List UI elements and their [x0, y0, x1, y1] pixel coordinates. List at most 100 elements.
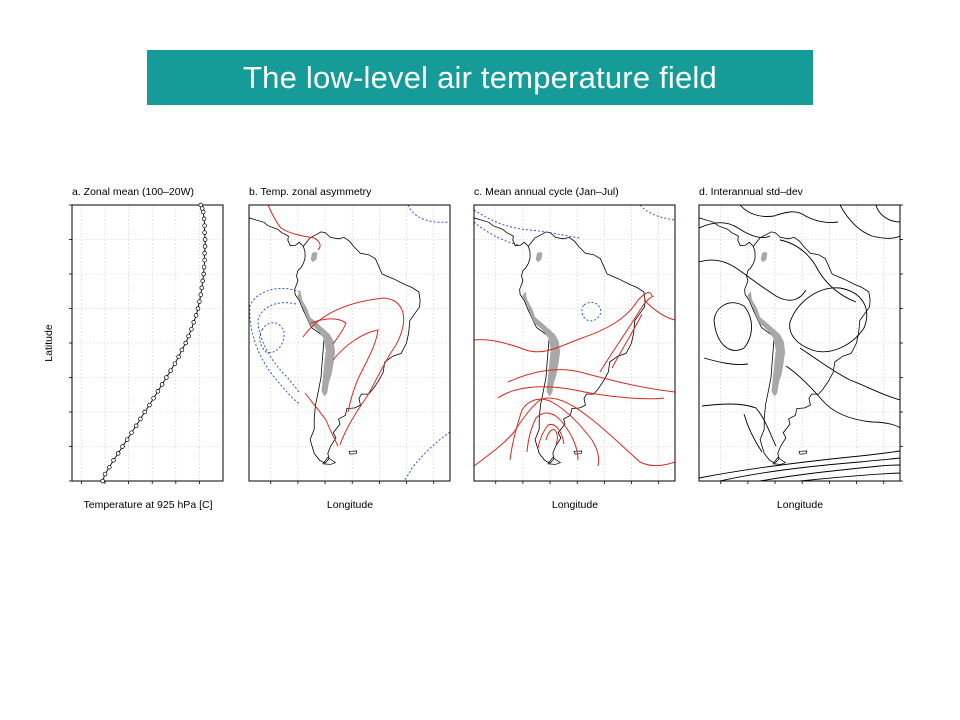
- panel-a-ylabel: Latitude: [43, 324, 55, 362]
- panel-d-andes: [747, 291, 786, 397]
- panel-d-title: d. Interannual std–dev: [699, 186, 804, 198]
- panel-a-point: [202, 237, 208, 242]
- panel-d-contour-h: [703, 357, 749, 365]
- panel-a-point: [159, 382, 165, 387]
- panel-a-grid: [72, 204, 223, 482]
- panel-b-contour-4: [310, 318, 347, 345]
- panel-a-point: [199, 285, 205, 291]
- panel-d-contour-f: [779, 239, 857, 303]
- panel-a-point: [107, 464, 112, 470]
- panel-d-contour-s2: [719, 457, 900, 481]
- panel-b-central-america: [249, 217, 304, 247]
- panel-b-grid: [249, 204, 450, 482]
- panel-b-coastline: [294, 231, 421, 464]
- panel-a-point: [201, 264, 207, 270]
- panel-c-title: c. Mean annual cycle (Jan–Jul): [474, 186, 619, 198]
- panel-c-contour-neg-ne: [639, 205, 675, 221]
- panel-d-contour-s3: [759, 464, 900, 481]
- panel-c-central-america: [474, 217, 529, 247]
- panel-a-point: [202, 257, 207, 263]
- slide-title: The low-level air temperature field: [243, 59, 717, 95]
- panel-c-coastline: [519, 231, 646, 464]
- panel-a-point: [129, 430, 134, 435]
- panel-d-map: [699, 217, 871, 465]
- panel-a-point: [202, 251, 207, 256]
- panel-a-point: [124, 437, 130, 442]
- panel-a-zonal-mean: Temperature at 925 hPa [C] Latitude: [43, 202, 224, 511]
- panel-c-contour-4c: [509, 398, 600, 467]
- panel-d-contour-d: [875, 205, 900, 223]
- panel-c-northern-andes: [535, 251, 543, 263]
- panel-a-point: [120, 444, 125, 449]
- panel-b-contour-2: [302, 297, 405, 446]
- panel-a-point: [142, 409, 147, 415]
- slide-title-bar: The low-level air temperature field: [147, 50, 813, 105]
- panel-a-point: [168, 368, 173, 373]
- panel-c-annual-cycle: Longitude: [473, 204, 676, 511]
- panel-d-central-america: [699, 217, 754, 247]
- panel-a-point: [164, 375, 169, 380]
- panel-a-point: [147, 402, 152, 408]
- panel-b-contour-neg-se: [403, 431, 450, 481]
- panel-a-point: [111, 458, 116, 463]
- panel-d-interannual-std: Longitude: [698, 204, 903, 511]
- panel-a-point: [200, 278, 205, 284]
- panel-a-point: [172, 361, 178, 366]
- panel-c-contour-8c: [537, 423, 565, 449]
- panel-b-contour-neg6: [259, 322, 285, 354]
- panel-a-point: [183, 340, 188, 346]
- panel-c-contours: [474, 205, 675, 467]
- panel-a-point: [198, 292, 204, 297]
- panel-a-point: [193, 313, 199, 318]
- panel-a-point: [100, 478, 105, 484]
- panel-d-contour-g: [713, 302, 752, 351]
- panel-a-point: [179, 347, 185, 353]
- panel-c-contour-10c: [545, 429, 558, 445]
- panel-c-contour-2b: [507, 369, 675, 393]
- panel-c-contour-4a: [599, 295, 655, 373]
- panel-c-contour-neg-n2: [474, 221, 519, 246]
- panel-d-contour-e: [699, 259, 807, 301]
- panel-c-contour-4b: [497, 386, 665, 400]
- panel-c-ticks: [495, 481, 660, 484]
- panel-a-point: [191, 320, 196, 325]
- panel-d-coastline: [744, 231, 871, 464]
- panel-b-zonal-asymmetry: Longitude: [248, 204, 451, 511]
- panel-c-contour-neg-amazon: [581, 301, 602, 322]
- panel-b-contour-neg-ne: [407, 205, 450, 223]
- panel-d-contour-m: [743, 413, 763, 453]
- panel-d-northern-andes: [760, 251, 768, 263]
- panel-b-contour-2b: [304, 392, 339, 447]
- panel-a-frame: [71, 204, 224, 482]
- panel-b-ticks: [270, 481, 435, 484]
- panel-b-title: b. Temp. zonal asymmetry: [249, 186, 372, 198]
- panel-a-point: [202, 230, 207, 235]
- panel-a-point: [202, 223, 207, 228]
- panel-c-contour-2a: [474, 292, 653, 353]
- panel-c-contour-ne: [643, 299, 675, 321]
- panel-a-point: [201, 216, 207, 222]
- panel-b-contour-neg2: [249, 288, 301, 405]
- panel-a-point: [202, 244, 208, 249]
- panel-c-contour-2c: [474, 397, 675, 467]
- panel-d-contour-i: [789, 287, 868, 353]
- panel-b-contour-6: [332, 329, 379, 413]
- panel-d-contour-c: [839, 205, 900, 239]
- panel-b-xlabel: Longitude: [327, 499, 373, 511]
- panel-a-point: [102, 471, 108, 477]
- panel-a-point: [115, 451, 121, 456]
- panel-c-contour-6c: [526, 412, 579, 461]
- panel-d-xlabel: Longitude: [777, 499, 823, 511]
- panel-d-contour-s1: [699, 450, 900, 479]
- panel-b-contour-north: [267, 205, 321, 251]
- panel-d-contour-a: [699, 222, 771, 239]
- panel-c-tierra-del-fuego: [547, 457, 562, 465]
- panel-d-contour-b: [739, 205, 839, 223]
- panel-d-contour-k: [785, 365, 900, 429]
- panel-a-point: [197, 299, 202, 304]
- panel-b-frame: [248, 204, 451, 482]
- panel-d-tierra-del-fuego: [772, 457, 787, 465]
- panel-a-ticks: [69, 204, 200, 484]
- panel-c-falklands: [573, 450, 583, 455]
